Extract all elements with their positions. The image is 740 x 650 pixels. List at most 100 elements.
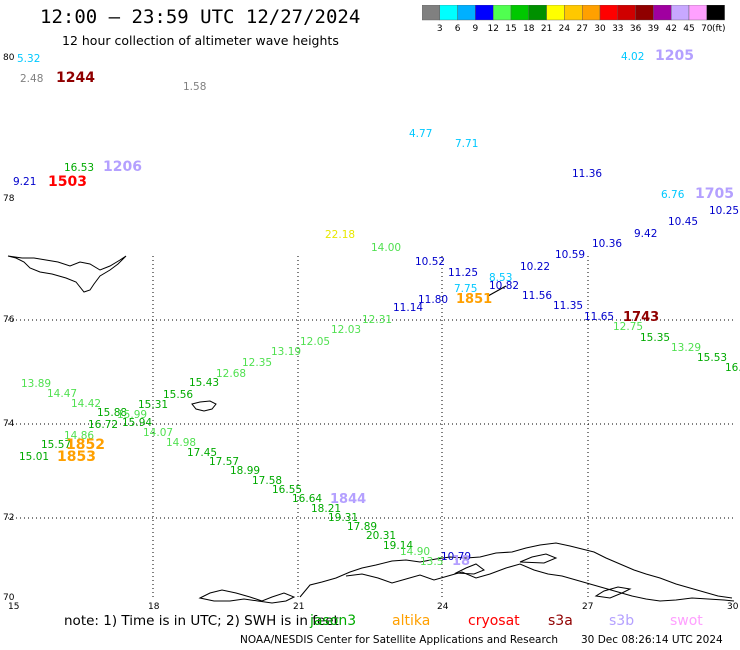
coastline-kola-bay	[594, 586, 632, 599]
wave-height-value: 11.36	[572, 168, 602, 180]
ground-track-fragment	[487, 285, 507, 297]
latitude-label: 76	[3, 315, 15, 325]
satellite-legend: jason3 altika cryosat s3a s3b swot	[309, 613, 703, 629]
wave-height-value: 14.47	[47, 388, 77, 400]
wave-height-value: 15.56	[163, 389, 193, 401]
satellite-legend-item: s3a	[548, 613, 573, 629]
wave-height-value: 11.25	[448, 267, 478, 279]
wave-height-value: 14.86	[64, 430, 94, 442]
scale-tick-label: 42	[665, 24, 676, 34]
wave-height-value: 13.19	[271, 346, 301, 358]
coastlines	[7, 255, 735, 604]
wave-height-value: 10.59	[555, 249, 585, 261]
satellite-legend-item: altika	[392, 613, 430, 629]
satellite-legend-item: cryosat	[468, 613, 520, 629]
wave-height-value: 16.	[725, 362, 740, 374]
satellite-pass-time: 1851	[456, 292, 492, 307]
wave-height-value: 15.88	[97, 407, 127, 419]
longitude-label: 18	[148, 602, 160, 612]
wave-height-value: 10.22	[520, 261, 550, 273]
satellite-pass-time: 18	[452, 554, 470, 569]
wave-height-value: 6.76	[661, 189, 685, 201]
wave-height-value: 2.48	[20, 73, 43, 85]
wave-height-value: 15.53	[697, 352, 727, 364]
longitude-label: 30	[727, 602, 739, 612]
wave-height-value: 10.52	[415, 256, 445, 268]
wave-height-value: 19.31	[328, 512, 358, 524]
scale-tick-label: 36	[630, 24, 642, 34]
scale-tick-label: 9	[473, 24, 479, 34]
wave-height-value: 13.29	[671, 342, 701, 354]
latitude-labels: 80 78 76 74 72 70	[3, 53, 15, 603]
wave-height-value: 15.99	[117, 409, 147, 421]
latitude-label: 72	[3, 513, 14, 523]
latitude-label: 70	[3, 593, 15, 603]
coastline-svalbard-south	[7, 255, 127, 293]
map-subtitle: 12 hour collection of altimeter wave hei…	[62, 33, 339, 48]
color-scale-ticks: 3 6 9 12 15 18 21 24 27 30 33 36 39 42 45 70	[437, 24, 713, 34]
wave-height-value: 13.89	[21, 378, 51, 390]
latitude-label: 74	[3, 419, 15, 429]
coastline-fjord-inlet	[454, 563, 486, 575]
satellite-pass-time: 1503	[48, 174, 87, 190]
scale-tick-label: 21	[541, 24, 552, 34]
wave-height-value: 4.77	[409, 128, 432, 140]
wave-height-value: 15.57	[41, 439, 71, 451]
scale-tick-label: 45	[683, 24, 694, 34]
wave-height-value: 16.72	[88, 419, 118, 431]
scale-tick-label: 27	[576, 24, 587, 34]
wave-height-value: 9.42	[634, 228, 657, 240]
satellite-pass-time: 1852	[66, 437, 105, 453]
latitude-label: 78	[3, 194, 15, 204]
scale-tick-label: 18	[523, 24, 535, 34]
latitude-label: 80	[3, 53, 15, 63]
map-title: 12:00 — 23:59 UTC 12/27/2024	[40, 6, 361, 28]
scale-tick-label: 24	[559, 24, 571, 34]
wave-height-value: 12.31	[362, 314, 392, 326]
wave-height-value: 15.31	[138, 399, 168, 411]
satellite-pass-time: 1244	[56, 70, 95, 86]
coastline-bear-island	[191, 400, 217, 412]
longitude-label: 15	[8, 602, 19, 612]
producer-credit: NOAA/NESDIS Center for Satellite Applica…	[240, 634, 558, 646]
wave-height-value: 12.68	[216, 368, 246, 380]
wave-height-value: 18.21	[311, 503, 341, 515]
wave-height-value: 15.43	[189, 377, 219, 389]
coastline-norway-west	[198, 589, 296, 604]
wave-height-value: 4.02	[621, 51, 644, 63]
generation-timestamp: 30 Dec 08:26:14 UTC 2024	[581, 634, 723, 646]
wave-height-value: 14.42	[71, 398, 101, 410]
wave-height-color-scale: 3 6 9 12 15 18 21 24 27 30 33 36 39 42 45 70 (ft)	[422, 5, 726, 34]
scale-tick-label: 15	[505, 24, 516, 34]
footnote: note: 1) Time is in UTC; 2) SWH is in fe…	[64, 613, 339, 629]
wave-height-value: 11.14	[393, 302, 423, 314]
scale-tick-label: 33	[612, 24, 623, 34]
scale-tick-label: 39	[648, 24, 660, 34]
longitude-label: 21	[293, 602, 304, 612]
wave-height-value: 15.01	[19, 451, 49, 463]
wave-height-value: 19.14	[383, 540, 413, 552]
satellite-legend-item: s3b	[609, 613, 634, 629]
wave-height-value: 14.98	[166, 437, 196, 449]
coastline-fjord-inlet-2	[519, 553, 558, 564]
lat-lon-grid	[8, 256, 734, 600]
satellite-pass-time: 1205	[655, 48, 694, 64]
wave-height-value: 14.07	[143, 427, 173, 439]
wave-height-value: 22.18	[325, 229, 355, 241]
satellite-pass-time: 1844	[330, 492, 366, 507]
wave-height-value: 17.57	[209, 456, 239, 468]
wave-height-value: 12.75	[613, 321, 643, 333]
satellite-pass-time: 1705	[695, 186, 734, 202]
wave-height-value: 12.05	[300, 336, 330, 348]
coastline-finnmark-fjords	[345, 563, 735, 602]
wave-height-value: 9.21	[13, 176, 36, 188]
color-scale-swatches	[422, 5, 725, 21]
wave-height-value: 17.45	[187, 447, 217, 459]
wave-height-value: 11.35	[553, 300, 583, 312]
wave-height-value: 10.45	[668, 216, 698, 228]
wave-height-value: 11.80	[418, 294, 448, 306]
wave-height-value: 13.5	[420, 556, 443, 568]
wave-height-value: 16.53	[64, 162, 94, 174]
